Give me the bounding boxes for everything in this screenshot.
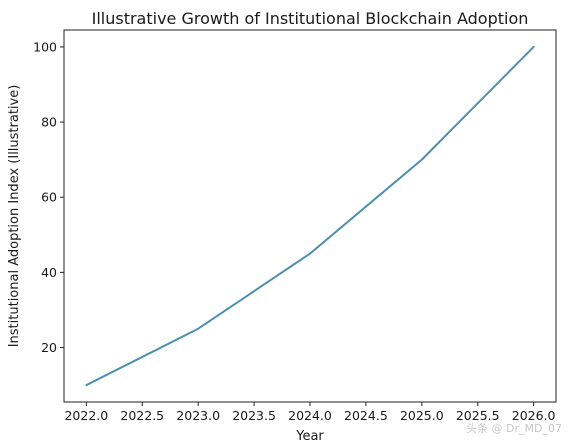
x-tick-label: 2023.0 xyxy=(176,408,220,423)
x-tick-label: 2026.0 xyxy=(512,408,556,423)
y-tick-label: 100 xyxy=(33,39,57,54)
y-axis-title: Institutional Adoption Index (Illustrati… xyxy=(7,85,22,348)
x-tick-label: 2024.5 xyxy=(344,408,388,423)
chart-title: Illustrative Growth of Institutional Blo… xyxy=(92,9,529,28)
x-tick-label: 2024.0 xyxy=(288,408,332,423)
x-tick-label: 2025.0 xyxy=(400,408,444,423)
y-tick-label: 40 xyxy=(41,265,57,280)
x-axis: 2022.0 2022.5 2023.0 2023.5 2024.0 2024.5 2025… xyxy=(64,402,556,423)
x-tick-label: 2022.0 xyxy=(64,408,108,423)
y-tick-label: 80 xyxy=(41,115,57,130)
x-tick-label: 2025.5 xyxy=(456,408,500,423)
x-tick-label: 2023.5 xyxy=(232,408,276,423)
y-tick-label: 60 xyxy=(41,190,57,205)
x-axis-title: Year xyxy=(295,429,324,444)
plot-area xyxy=(85,45,535,387)
x-tick-label: 2022.5 xyxy=(120,408,164,423)
y-axis: 20 40 60 80 100 xyxy=(33,39,64,355)
watermark: 头条 @ Dr_MD_07 xyxy=(466,421,562,435)
y-tick-label: 20 xyxy=(41,340,57,355)
series-line-0 xyxy=(85,45,535,387)
